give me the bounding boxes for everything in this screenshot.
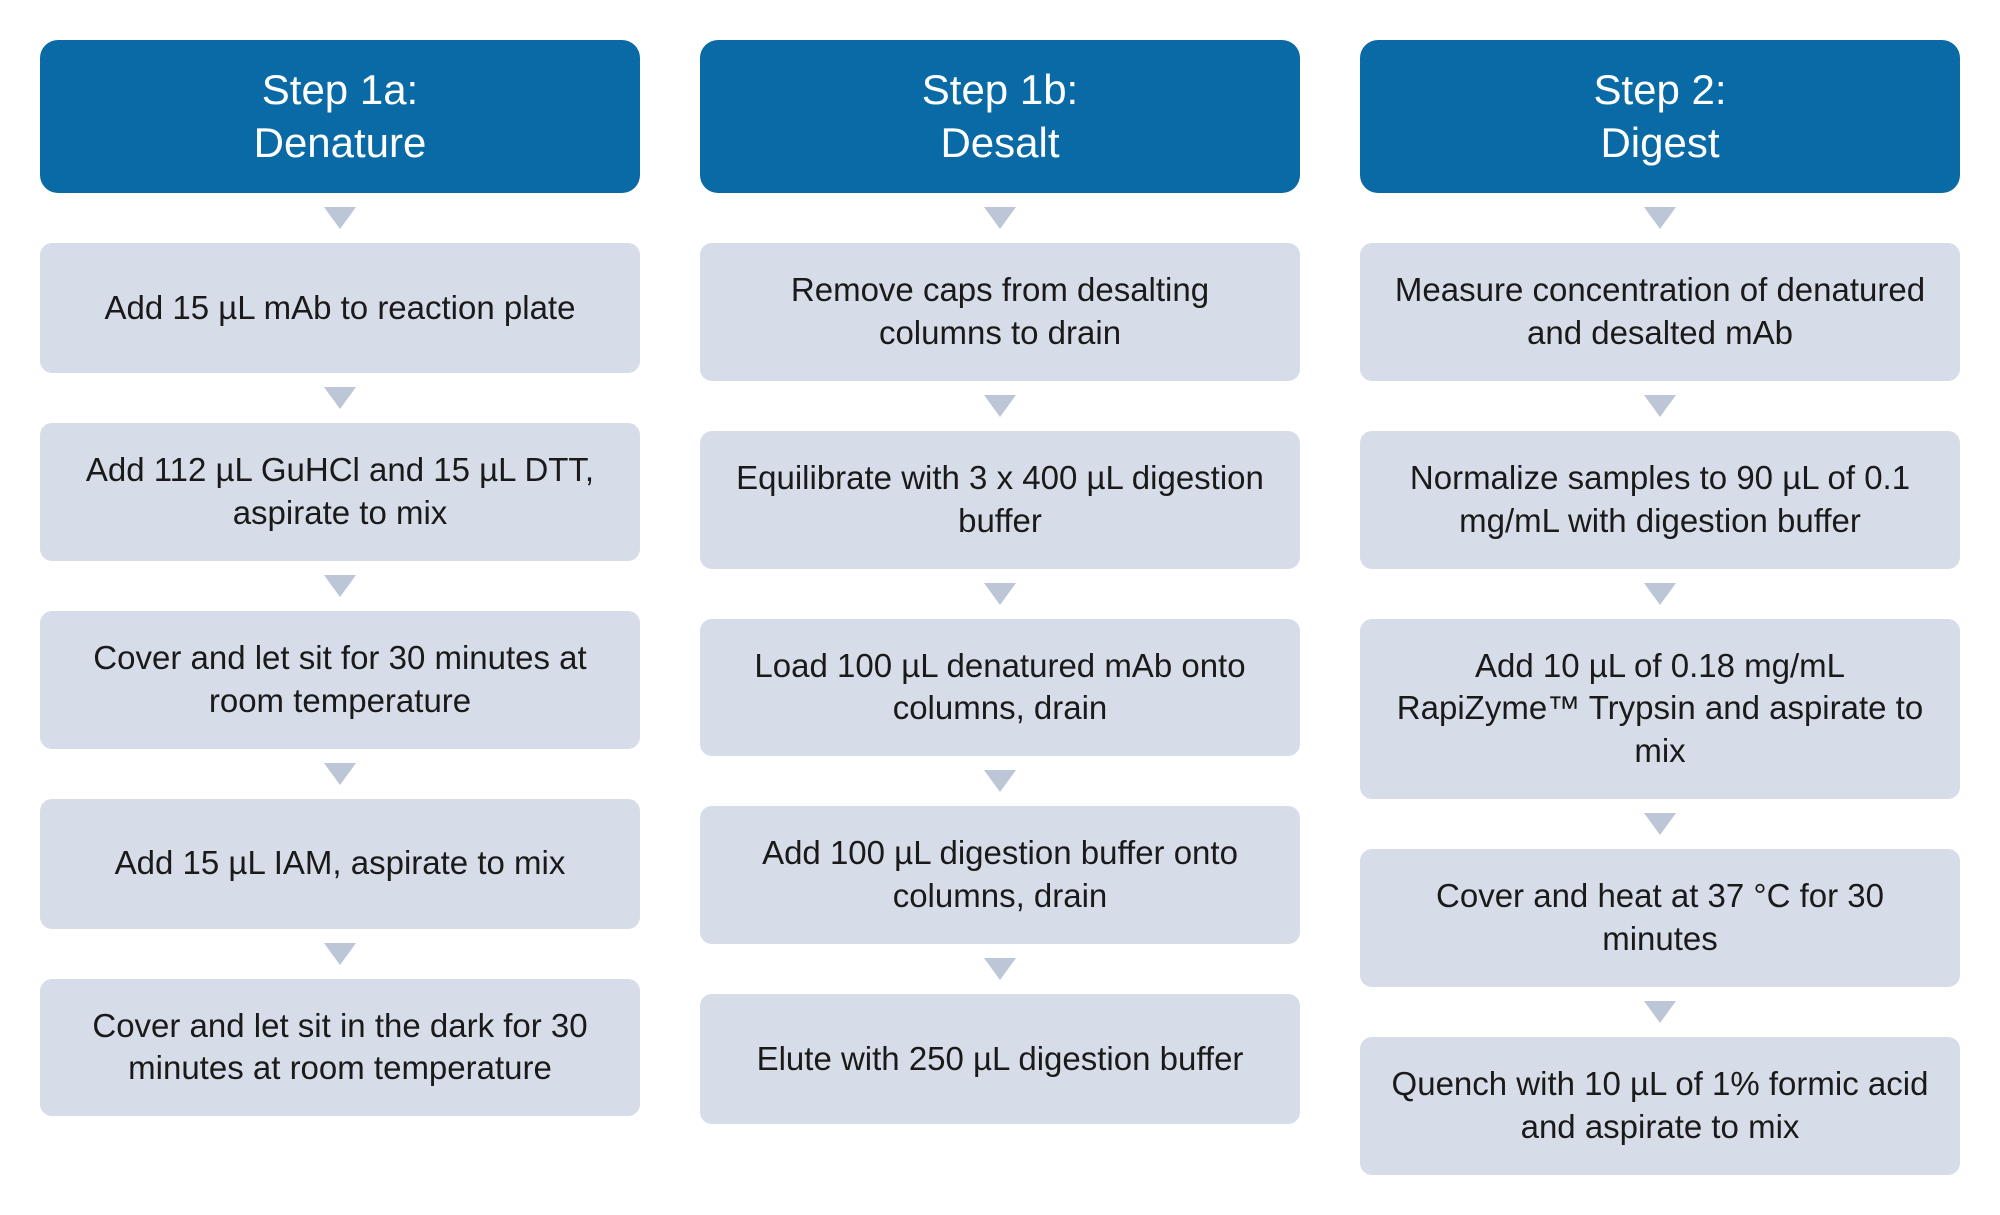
flowchart-container: Step 1a: Denature Add 15 µL mAb to reacti… — [40, 40, 1960, 1175]
flowchart-step: Remove caps from desalting columns to dr… — [700, 243, 1300, 381]
flowchart-step: Load 100 µL denatured mAb onto columns, … — [700, 619, 1300, 757]
flowchart-column-1: Step 1b: Desalt Remove caps from desaltin… — [700, 40, 1300, 1175]
arrow-down-icon — [984, 395, 1016, 417]
flowchart-step: Cover and heat at 37 °C for 30 minutes — [1360, 849, 1960, 987]
flowchart-step: Normalize samples to 90 µL of 0.1 mg/mL … — [1360, 431, 1960, 569]
flowchart-column-0: Step 1a: Denature Add 15 µL mAb to reacti… — [40, 40, 640, 1175]
flowchart-step: Equilibrate with 3 x 400 µL digestion bu… — [700, 431, 1300, 569]
flowchart-step: Add 100 µL digestion buffer onto columns… — [700, 806, 1300, 944]
arrow-down-icon — [324, 207, 356, 229]
arrow-down-icon — [1644, 395, 1676, 417]
flowchart-step: Add 10 µL of 0.18 mg/mL RapiZyme™ Trypsi… — [1360, 619, 1960, 800]
flowchart-step: Elute with 250 µL digestion buffer — [700, 994, 1300, 1124]
arrow-down-icon — [984, 958, 1016, 980]
flowchart-step: Add 15 µL IAM, aspirate to mix — [40, 799, 640, 929]
column-header: Step 1b: Desalt — [700, 40, 1300, 193]
arrow-down-icon — [324, 575, 356, 597]
arrow-down-icon — [324, 943, 356, 965]
flowchart-column-2: Step 2: Digest Measure concentration of d… — [1360, 40, 1960, 1175]
arrow-down-icon — [1644, 813, 1676, 835]
column-header: Step 1a: Denature — [40, 40, 640, 193]
arrow-down-icon — [324, 763, 356, 785]
arrow-down-icon — [984, 583, 1016, 605]
arrow-down-icon — [324, 387, 356, 409]
flowchart-step: Quench with 10 µL of 1% formic acid and … — [1360, 1037, 1960, 1175]
arrow-down-icon — [984, 770, 1016, 792]
flowchart-step: Add 15 µL mAb to reaction plate — [40, 243, 640, 373]
flowchart-step: Cover and let sit in the dark for 30 min… — [40, 979, 640, 1117]
arrow-down-icon — [1644, 1001, 1676, 1023]
column-header: Step 2: Digest — [1360, 40, 1960, 193]
flowchart-step: Add 112 µL GuHCl and 15 µL DTT, aspirate… — [40, 423, 640, 561]
flowchart-step: Cover and let sit for 30 minutes at room… — [40, 611, 640, 749]
arrow-down-icon — [984, 207, 1016, 229]
arrow-down-icon — [1644, 207, 1676, 229]
flowchart-step: Measure concentration of denatured and d… — [1360, 243, 1960, 381]
arrow-down-icon — [1644, 583, 1676, 605]
